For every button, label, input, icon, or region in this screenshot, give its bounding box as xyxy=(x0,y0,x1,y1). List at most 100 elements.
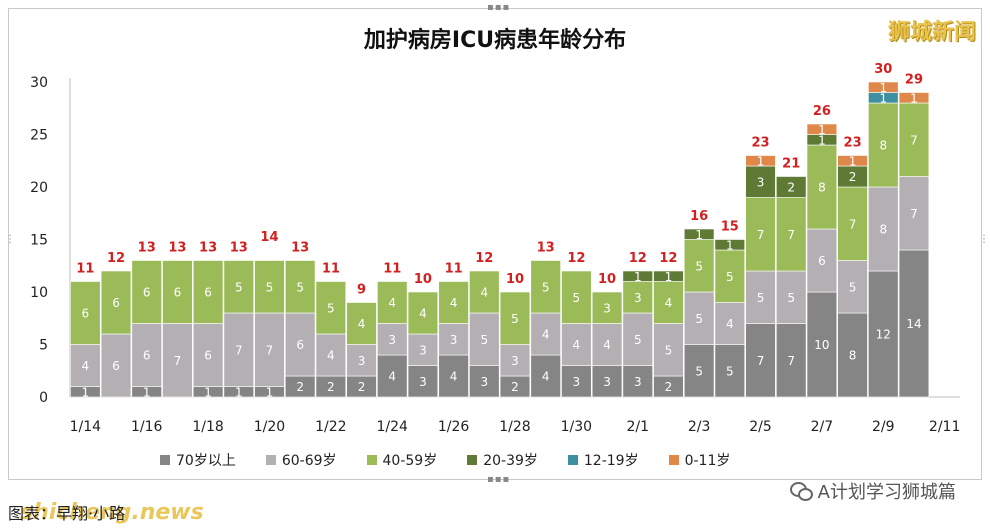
segment-label: 7 xyxy=(849,217,857,231)
segment-label: 3 xyxy=(419,375,427,389)
total-label: 30 xyxy=(874,62,892,77)
bar-segment xyxy=(868,102,899,188)
x-tick-label: 1/28 xyxy=(499,419,530,435)
legend-item: 0-11岁 xyxy=(668,450,730,470)
bar-segment xyxy=(131,260,162,324)
total-label: 12 xyxy=(659,251,677,266)
total-label: 13 xyxy=(291,241,309,256)
resize-handle-left[interactable]: ⋮ xyxy=(5,234,16,245)
resize-handle-bottom[interactable]: ▪▪▪ xyxy=(487,474,511,485)
segment-label: 2 xyxy=(296,380,304,394)
y-tick-label: 20 xyxy=(30,180,48,196)
total-label: 12 xyxy=(567,251,585,266)
segment-label: 4 xyxy=(450,296,458,310)
segment-label: 5 xyxy=(726,364,734,378)
legend-swatch xyxy=(160,455,170,465)
x-tick-label: 1/30 xyxy=(561,419,592,435)
total-label: 12 xyxy=(475,251,493,266)
bar-segment xyxy=(622,281,653,314)
account-name: A计划学习狮城篇 xyxy=(817,482,956,503)
total-label: 12 xyxy=(629,251,647,266)
bar-segment xyxy=(776,270,807,324)
total-label: 13 xyxy=(537,241,555,256)
legend-label: 40-59岁 xyxy=(382,453,438,469)
segment-label: 5 xyxy=(296,280,304,294)
chart-legend: 70岁以上 60-69岁 40-59岁 20-39岁 12-19岁 0-11岁 xyxy=(160,450,730,470)
segment-label: 5 xyxy=(542,280,550,294)
segment-label: 1 xyxy=(695,228,703,242)
bar-segment xyxy=(223,312,254,387)
segment-label: 3 xyxy=(634,291,642,305)
total-label: 11 xyxy=(322,262,340,277)
segment-label: 2 xyxy=(358,380,366,394)
segment-label: 5 xyxy=(695,364,703,378)
segment-label: 4 xyxy=(542,328,550,342)
x-tick-label: 2/11 xyxy=(929,419,960,435)
segment-label: 5 xyxy=(695,259,703,273)
bar-segment xyxy=(438,281,469,324)
segment-label: 6 xyxy=(296,338,304,352)
total-label: 11 xyxy=(76,262,94,277)
segment-label: 3 xyxy=(603,301,611,315)
segment-label: 6 xyxy=(112,296,120,310)
total-label: 23 xyxy=(751,136,769,151)
segment-label: 4 xyxy=(726,317,734,331)
segment-label: 1 xyxy=(818,123,826,137)
bar-segment xyxy=(745,197,776,272)
bar-segment xyxy=(776,197,807,272)
chart-title: 加护病房ICU病患年龄分布 xyxy=(363,28,627,53)
segment-label: 6 xyxy=(82,307,90,321)
watermark-text: shicheng.news xyxy=(20,500,204,525)
legend-label: 60-69岁 xyxy=(281,453,337,469)
legend-swatch xyxy=(366,455,377,465)
segment-label: 4 xyxy=(603,338,611,352)
wechat-icon xyxy=(789,482,813,501)
bar-segment xyxy=(499,291,531,345)
x-tick-label: 1/14 xyxy=(70,419,102,435)
bar-segment xyxy=(745,323,776,398)
total-label: 10 xyxy=(506,272,524,287)
segment-label: 1 xyxy=(879,91,887,105)
bar-segment xyxy=(806,291,838,398)
bar-segment xyxy=(131,323,162,387)
y-tick-label: 25 xyxy=(30,128,48,144)
total-label: 15 xyxy=(721,220,739,235)
segment-label: 4 xyxy=(419,307,427,321)
segment-label: 3 xyxy=(358,354,366,368)
x-tick-label: 1/16 xyxy=(131,419,163,435)
segment-label: 5 xyxy=(327,301,335,315)
segment-label: 4 xyxy=(82,359,90,373)
bar-segment xyxy=(622,365,653,398)
segment-label: 4 xyxy=(327,349,335,363)
legend-item: 20-39岁 xyxy=(467,450,538,470)
segment-label: 4 xyxy=(388,296,396,310)
x-tick-label: 1/26 xyxy=(438,419,470,435)
segment-label: 4 xyxy=(573,338,581,352)
segment-label: 5 xyxy=(266,280,274,294)
segment-label: 3 xyxy=(573,375,581,389)
bar-segment xyxy=(254,312,285,387)
bar-segment xyxy=(868,186,899,272)
x-tick-label: 2/9 xyxy=(872,419,895,435)
total-label: 13 xyxy=(138,241,156,256)
bar-segment xyxy=(223,260,254,314)
resize-handle-right[interactable]: ⋮ xyxy=(979,234,990,245)
segment-label: 1 xyxy=(757,154,765,168)
segment-label: 3 xyxy=(511,354,519,368)
segment-label: 8 xyxy=(849,349,857,363)
total-label: 21 xyxy=(782,157,800,172)
y-tick-label: 10 xyxy=(30,285,48,301)
segment-label: 4 xyxy=(450,370,458,384)
segment-label: 5 xyxy=(480,333,488,347)
brand-logo: 狮城新闻 xyxy=(887,20,976,45)
total-label: 11 xyxy=(383,262,401,277)
resize-handle-top[interactable]: ▪▪▪ xyxy=(487,2,511,13)
segment-label: 5 xyxy=(634,333,642,347)
segment-label: 1 xyxy=(266,385,274,399)
bar-segment xyxy=(254,260,285,314)
x-tick-label: 2/3 xyxy=(688,419,711,435)
bar-segment xyxy=(837,260,868,314)
bar-segment xyxy=(745,270,776,324)
segment-label: 2 xyxy=(511,380,519,394)
